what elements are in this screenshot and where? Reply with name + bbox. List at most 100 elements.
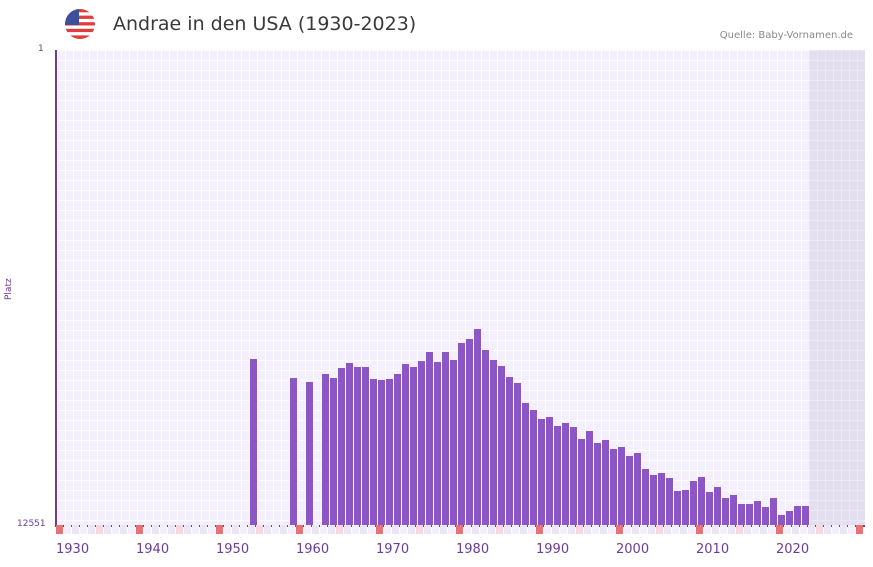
bar-2007[interactable]	[682, 490, 689, 525]
year-marker	[720, 525, 727, 534]
bar-1995[interactable]	[586, 431, 593, 525]
bar-1984[interactable]	[498, 366, 505, 525]
year-marker	[656, 525, 663, 534]
bar-2021[interactable]	[794, 506, 801, 525]
bar-2010[interactable]	[706, 492, 713, 525]
year-marker	[736, 525, 743, 534]
bar-1960[interactable]	[306, 382, 313, 525]
bar-1976[interactable]	[434, 362, 441, 525]
bar-1963[interactable]	[330, 378, 337, 525]
bar-2014[interactable]	[738, 504, 745, 525]
bar-1964[interactable]	[338, 368, 345, 525]
bar-1970[interactable]	[386, 379, 393, 525]
bar-1982[interactable]	[482, 350, 489, 525]
year-marker	[208, 525, 215, 534]
year-marker	[344, 525, 351, 534]
bar-1975[interactable]	[426, 352, 433, 525]
bar-1972[interactable]	[402, 364, 409, 525]
bar-1985[interactable]	[506, 377, 513, 525]
bar-2022[interactable]	[802, 506, 809, 525]
page-title: Andrae in den USA (1930-2023)	[113, 13, 417, 35]
bar-1992[interactable]	[562, 423, 569, 525]
bar-2003[interactable]	[650, 475, 657, 525]
year-marker	[272, 525, 279, 534]
bar-1991[interactable]	[554, 426, 561, 525]
bar-1999[interactable]	[618, 447, 625, 525]
year-marker	[632, 525, 639, 534]
bar-1958[interactable]	[290, 378, 297, 525]
year-marker	[168, 525, 175, 534]
bar-1966[interactable]	[354, 367, 361, 525]
x-axis-label: 1970	[376, 542, 410, 557]
bar-1990[interactable]	[546, 417, 553, 525]
bar-1988[interactable]	[530, 410, 537, 525]
year-marker	[112, 525, 119, 534]
bar-1968[interactable]	[370, 379, 377, 525]
year-marker	[392, 525, 399, 534]
year-marker	[792, 525, 799, 534]
bar-2020[interactable]	[786, 511, 793, 525]
x-axis-label: 1950	[216, 542, 250, 557]
bar-1973[interactable]	[410, 367, 417, 525]
year-marker	[744, 525, 751, 534]
bar-1977[interactable]	[442, 352, 449, 525]
bar-1993[interactable]	[570, 427, 577, 525]
bar-1987[interactable]	[522, 403, 529, 525]
year-marker	[560, 525, 567, 534]
bar-1953[interactable]	[250, 359, 257, 525]
year-marker	[400, 525, 407, 534]
bar-1989[interactable]	[538, 419, 545, 525]
year-marker	[200, 525, 207, 534]
bar-1974[interactable]	[418, 361, 425, 525]
year-marker	[368, 525, 375, 534]
bar-2013[interactable]	[730, 495, 737, 525]
bar-1979[interactable]	[458, 343, 465, 525]
year-marker	[152, 525, 159, 534]
bar-1986[interactable]	[514, 383, 521, 525]
year-marker	[600, 525, 607, 534]
bar-2001[interactable]	[634, 453, 641, 525]
bar-1994[interactable]	[578, 439, 585, 525]
bar-2015[interactable]	[746, 504, 753, 525]
year-marker	[848, 525, 855, 534]
bar-2011[interactable]	[714, 487, 721, 525]
bar-2017[interactable]	[762, 507, 769, 525]
year-marker	[224, 525, 231, 534]
bar-1980[interactable]	[466, 339, 473, 525]
bar-1981[interactable]	[474, 329, 481, 525]
bar-2000[interactable]	[626, 456, 633, 525]
bar-2006[interactable]	[674, 491, 681, 525]
year-marker	[592, 525, 599, 534]
year-marker	[832, 525, 839, 534]
bar-2008[interactable]	[690, 481, 697, 525]
bar-2018[interactable]	[770, 498, 777, 525]
bar-2005[interactable]	[666, 478, 673, 525]
bar-1971[interactable]	[394, 374, 401, 525]
bar-1998[interactable]	[610, 449, 617, 525]
bar-1962[interactable]	[322, 374, 329, 525]
bar-2016[interactable]	[754, 501, 761, 525]
year-marker	[136, 525, 143, 534]
bar-1983[interactable]	[490, 360, 497, 525]
bar-2002[interactable]	[642, 469, 649, 525]
bar-2012[interactable]	[722, 498, 729, 525]
year-marker	[544, 525, 551, 534]
year-marker	[728, 525, 735, 534]
bar-2019[interactable]	[778, 515, 785, 525]
bar-1978[interactable]	[450, 360, 457, 525]
x-axis-label: 2000	[616, 542, 650, 557]
bar-1965[interactable]	[346, 363, 353, 525]
bar-1969[interactable]	[378, 380, 385, 525]
year-marker	[288, 525, 295, 534]
bar-1997[interactable]	[602, 440, 609, 525]
year-marker	[64, 525, 71, 534]
x-axis-label: 2010	[696, 542, 730, 557]
bar-2009[interactable]	[698, 477, 705, 525]
bar-1996[interactable]	[594, 443, 601, 525]
y-axis-bottom-label: 12551	[17, 519, 46, 529]
bar-2004[interactable]	[658, 473, 665, 525]
year-marker	[584, 525, 591, 534]
bar-1967[interactable]	[362, 367, 369, 525]
year-marker	[696, 525, 703, 534]
y-axis-top-label: 1	[38, 44, 44, 54]
